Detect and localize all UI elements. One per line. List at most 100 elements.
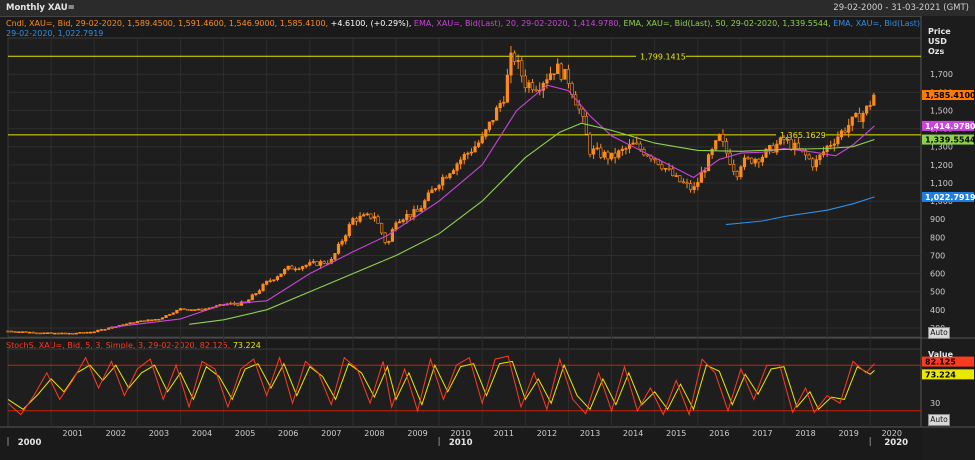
- candle-body: [437, 184, 441, 189]
- price-title-3: Ozs: [928, 47, 944, 56]
- candle-body: [200, 308, 204, 311]
- x-tick-label: 2008: [364, 429, 384, 438]
- candle-body: [710, 149, 714, 156]
- x-tick-label: 2001: [62, 429, 82, 438]
- candle-body: [362, 214, 366, 217]
- candle-body: [27, 331, 32, 334]
- candle-body: [250, 294, 254, 301]
- candle-body: [742, 157, 747, 168]
- candle-body: [728, 152, 732, 165]
- candle-body: [304, 264, 308, 267]
- candle-body: [473, 146, 477, 153]
- candle-body: [290, 265, 294, 270]
- stoch-auto-button[interactable]: Auto: [928, 414, 950, 426]
- candle-body: [6, 330, 10, 333]
- candle-body: [595, 147, 599, 150]
- candle-body: [236, 303, 240, 306]
- candle-body: [63, 332, 68, 335]
- candle-body: [854, 113, 858, 118]
- candle-body: [408, 214, 412, 218]
- candle-body: [527, 82, 531, 89]
- candle-body: [559, 63, 563, 80]
- candle-body: [563, 68, 567, 80]
- candle-body: [724, 141, 729, 154]
- candle-body: [484, 129, 488, 137]
- price-auto-button[interactable]: Auto: [928, 327, 950, 339]
- candle-body: [768, 145, 772, 150]
- candle-body: [671, 168, 675, 177]
- candle-body: [466, 152, 470, 155]
- candle-body: [584, 116, 589, 135]
- x-major-label: 2020: [884, 438, 908, 448]
- x-tick-label: 2012: [537, 429, 557, 438]
- date-range: 29-02-2000 - 31-03-2021 (GMT): [833, 3, 969, 13]
- x-tick-label: 2002: [106, 429, 126, 438]
- candle-body: [336, 243, 341, 254]
- x-tick-label: 2005: [235, 429, 255, 438]
- candle-body: [685, 182, 689, 184]
- candle-body: [261, 284, 265, 291]
- candle-body: [645, 154, 650, 157]
- x-tick-label: 2007: [321, 429, 341, 438]
- candle-body: [24, 331, 28, 333]
- candle-body: [322, 261, 326, 264]
- candle-body: [293, 268, 298, 271]
- candle-body: [832, 143, 836, 146]
- candle-body: [721, 134, 725, 142]
- candle-body: [257, 290, 262, 294]
- candle-body: [139, 320, 143, 323]
- candle-body: [412, 209, 416, 218]
- candle-body: [286, 265, 290, 270]
- candle-body: [17, 331, 21, 333]
- candle-body: [663, 168, 668, 170]
- candle-body: [38, 332, 42, 335]
- ema-line: [725, 196, 875, 226]
- x-tick-label: 2006: [278, 429, 298, 438]
- candle-body: [606, 151, 610, 160]
- candle-body: [35, 332, 39, 335]
- candle-body: [103, 329, 107, 331]
- gridlines: [8, 38, 921, 427]
- candle-body: [106, 327, 111, 330]
- candle-body: [49, 332, 53, 335]
- candle-body: [857, 113, 862, 123]
- candle-body: [168, 314, 172, 316]
- x-tick-label: 2010: [450, 429, 470, 438]
- legend-candle-text: Cndl, XAU=, Bid, 29-02-2020, 1,589.4500,…: [6, 19, 329, 28]
- candle-body: [78, 332, 82, 334]
- candle-body: [462, 154, 466, 161]
- candle-body: [283, 269, 287, 275]
- hline-label: 1,799.1415: [640, 52, 686, 61]
- candle-body: [193, 309, 197, 311]
- candle-body: [732, 164, 736, 172]
- x-tick-label: 2017: [752, 429, 772, 438]
- candle-body: [591, 148, 596, 155]
- candle-body: [681, 181, 686, 184]
- candle-body: [444, 176, 448, 179]
- y-tick-label: 400: [930, 306, 945, 315]
- candle-body: [620, 148, 624, 151]
- price-panel: [7, 37, 922, 338]
- x-tick-label: 2011: [494, 429, 514, 438]
- hline-label-bg: [636, 51, 686, 62]
- candle-body: [45, 332, 50, 335]
- tag-ema50-bg: [922, 134, 974, 145]
- candle-body: [714, 140, 718, 150]
- candle-body: [678, 175, 682, 183]
- x-tick-label: 2018: [795, 429, 815, 438]
- candle-body: [520, 60, 524, 77]
- y-tick-label: 900: [930, 215, 945, 224]
- candle-body: [387, 241, 391, 243]
- hline-label-bg: [776, 129, 826, 140]
- candle-body: [390, 229, 395, 242]
- candle-body: [803, 150, 808, 156]
- y-tick-label: 1,700: [930, 70, 953, 79]
- candle-body: [635, 142, 639, 145]
- candle-body: [735, 171, 739, 178]
- candle-body: [703, 170, 707, 173]
- candle-body: [308, 262, 312, 266]
- candle-body: [175, 309, 179, 314]
- candle-body: [494, 107, 499, 121]
- candle-body: [631, 142, 635, 145]
- candle-body: [548, 73, 553, 80]
